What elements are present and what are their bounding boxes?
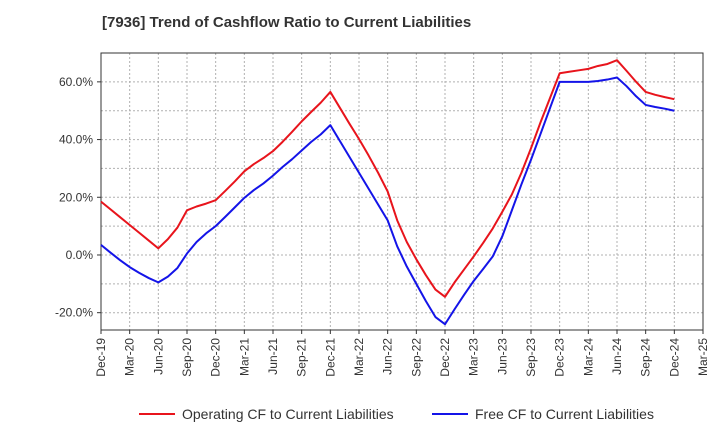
x-tick-label: Sep-22 [409, 338, 423, 377]
x-tick-label: Dec-20 [209, 338, 223, 377]
x-tick-label: Sep-23 [524, 338, 538, 377]
y-tick-label: 0.0% [66, 248, 94, 262]
x-tick-label: Mar-24 [581, 338, 595, 376]
x-tick-label: Dec-24 [667, 338, 681, 377]
y-tick-label: 40.0% [59, 133, 93, 147]
x-tick-label: Sep-21 [295, 338, 309, 377]
x-tick-label: Mar-21 [237, 338, 251, 376]
x-tick-label: Mar-25 [696, 338, 710, 376]
x-tick-label: Jun-22 [381, 338, 395, 375]
grid [100, 52, 704, 330]
legend-label: Free CF to Current Liabilities [475, 406, 654, 422]
y-tick-label: 20.0% [59, 190, 93, 204]
plot-area [100, 52, 704, 331]
legend: Operating CF to Current Liabilities Free … [139, 406, 654, 422]
x-tick-label: Jun-24 [610, 338, 624, 375]
x-tick-label: Sep-20 [180, 338, 194, 377]
series-lines [100, 59, 675, 326]
legend-label: Operating CF to Current Liabilities [182, 406, 394, 422]
y-tick-label: -20.0% [55, 306, 93, 320]
x-tick-label: Jun-21 [266, 338, 280, 375]
x-tick-label: Dec-19 [94, 338, 108, 377]
x-tick-label: Sep-24 [639, 338, 653, 377]
x-tick-label: Dec-23 [553, 338, 567, 377]
x-tick-label: Jun-20 [151, 338, 165, 375]
x-tick-label: Mar-22 [352, 338, 366, 376]
series-line-free-cf [100, 76, 675, 326]
series-line-operating-cf [100, 59, 675, 298]
x-tick-label: Dec-22 [438, 338, 452, 377]
chart-title: [7936] Trend of Cashflow Ratio to Curren… [102, 14, 472, 31]
x-tick-label: Jun-23 [495, 338, 509, 375]
x-tick-label: Mar-23 [467, 338, 481, 376]
x-tick-label: Dec-21 [323, 338, 337, 377]
y-tick-label: 60.0% [59, 75, 93, 89]
axis-ticks: -20.0% 0.0% 20.0% 40.0% 60.0% Dec-19 Mar-20 Jun… [55, 75, 710, 377]
x-tick-label: Mar-20 [123, 338, 137, 376]
